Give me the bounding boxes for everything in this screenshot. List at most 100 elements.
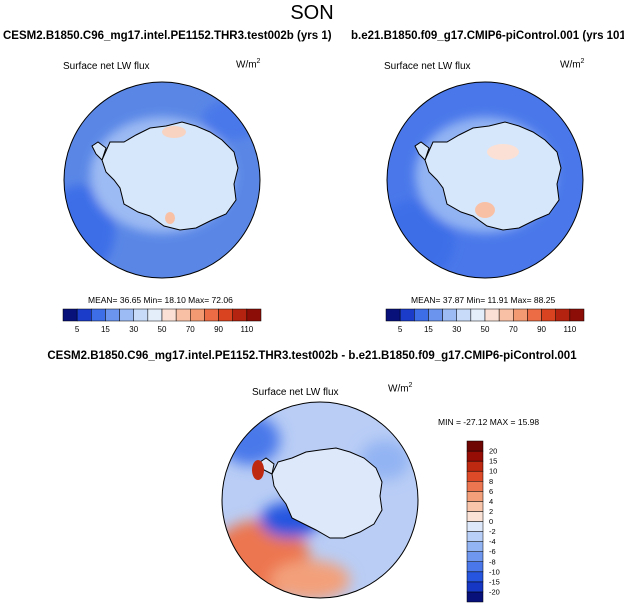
panel1-peninsula	[91, 141, 107, 161]
diff-antarctica-land	[271, 447, 383, 539]
panel1-warm-patch-south	[165, 212, 175, 224]
colorbar-swatch	[428, 308, 443, 322]
colorbar-tick-label: 30	[452, 325, 461, 334]
colorbar-tick-label: 15	[489, 457, 497, 466]
colorbar-tick-label: 20	[489, 447, 497, 456]
colorbar-swatch	[466, 491, 484, 502]
panel1-units-sup: 2	[256, 58, 261, 65]
colorbar-swatch	[232, 308, 248, 322]
diff-units-sup: 2	[408, 382, 413, 389]
diff-hot-spot	[252, 460, 264, 480]
colorbar-tick-label: 50	[481, 325, 490, 334]
colorbar-swatch	[399, 308, 415, 322]
colorbar-swatch	[466, 531, 484, 542]
colorbar-tick-label: 70	[509, 325, 518, 334]
panel1-colorbar: 51530507090110130	[62, 308, 262, 334]
colorbar-tick-label: 110	[240, 325, 253, 334]
diff-pacific-warm-2	[270, 560, 350, 598]
colorbar-tick-label: 2	[489, 507, 493, 516]
colorbar-tick-label: 5	[398, 325, 403, 334]
colorbar-swatch	[466, 440, 484, 452]
panel2-warm-patch-north	[487, 144, 519, 160]
colorbar-tick-label: 90	[214, 325, 223, 334]
colorbar-swatch	[105, 308, 120, 322]
colorbar-swatch	[456, 308, 472, 322]
colorbar-swatch	[204, 308, 219, 322]
colorbar-swatch	[513, 308, 528, 322]
diff-map-border	[221, 401, 419, 599]
colorbar-swatch	[466, 581, 484, 593]
panel1-map-border	[63, 81, 261, 279]
diff-title: CESM2.B1850.C96_mg17.intel.PE1152.THR3.t…	[47, 350, 577, 362]
colorbar-tick-label: 5	[75, 325, 80, 334]
colorbar-tick-label: -20	[489, 587, 500, 596]
colorbar-swatch	[541, 308, 556, 322]
colorbar-tick-label: 8	[489, 477, 493, 486]
colorbar-tick-label: 30	[129, 325, 138, 334]
colorbar-swatch	[527, 308, 542, 322]
panel1-units-text: W/m	[236, 59, 257, 71]
diff-map	[221, 401, 419, 599]
colorbar-swatch	[91, 308, 106, 322]
colorbar-tick-label: 70	[186, 325, 195, 334]
colorbar-swatch	[442, 308, 457, 322]
colorbar-tick-label: -6	[489, 547, 496, 556]
colorbar-tick-label: 15	[101, 325, 110, 334]
colorbar-swatch	[190, 308, 205, 322]
panel2-case-title: b.e21.B1850.f09_g17.CMIP6-piControl.001 …	[351, 30, 624, 42]
colorbar-swatch	[466, 450, 484, 462]
colorbar-tick-label: 90	[537, 325, 546, 334]
colorbar-swatch	[62, 308, 78, 322]
colorbar-swatch	[470, 308, 486, 322]
colorbar-swatch	[119, 308, 134, 322]
colorbar-tick-label: -2	[489, 527, 496, 536]
colorbar-swatch	[414, 308, 429, 322]
colorbar-swatch	[466, 481, 484, 492]
colorbar-tick-label: 0	[489, 517, 493, 526]
colorbar-swatch	[466, 541, 484, 552]
panel1-warm-patch-north	[162, 126, 186, 138]
panel2-units: W/m2	[560, 58, 584, 70]
colorbar-swatch	[466, 561, 484, 573]
colorbar-swatch	[466, 521, 484, 532]
diff-units: W/m2	[388, 382, 412, 394]
colorbar-swatch	[466, 511, 484, 522]
panel2-map	[386, 81, 584, 279]
diff-stats: MIN = -27.12 MAX = 15.98	[438, 417, 540, 427]
panel2-stats: MEAN= 37.87 Min= 11.91 Max= 88.25	[411, 295, 556, 305]
colorbar-swatch	[175, 308, 191, 322]
page-title: SON	[290, 2, 334, 24]
colorbar-swatch	[555, 308, 571, 322]
panel1-var-label: Surface net LW flux	[63, 61, 150, 72]
colorbar-swatch	[385, 308, 401, 322]
diff-weddell-cold	[222, 415, 280, 465]
colorbar-swatch	[466, 591, 484, 603]
colorbar-swatch	[76, 308, 92, 322]
colorbar-swatch	[466, 470, 484, 482]
colorbar-swatch	[218, 308, 233, 322]
panel1-ocean-low-region	[64, 185, 115, 275]
colorbar-swatch	[133, 308, 149, 322]
colorbar-tick-label: 6	[489, 487, 493, 496]
colorbar-tick-label: -15	[489, 577, 500, 586]
panel1-units: W/m2	[236, 58, 260, 70]
colorbar-tick-label: -10	[489, 567, 500, 576]
panel2-units-text: W/m	[560, 59, 581, 71]
colorbar-swatch	[569, 308, 585, 322]
panel1-case-title: CESM2.B1850.C96_mg17.intel.PE1152.THR3.t…	[3, 30, 332, 42]
panel2-antarctica-land	[424, 121, 562, 231]
panel2-var-label: Surface net LW flux	[384, 61, 471, 72]
colorbar-tick-label: 110	[563, 325, 576, 334]
colorbar-swatch	[466, 460, 484, 472]
colorbar-swatch	[466, 501, 484, 512]
colorbar-tick-label: 10	[489, 467, 497, 476]
colorbar-swatch	[466, 571, 484, 583]
diff-var-label: Surface net LW flux	[252, 387, 339, 398]
panel2-colorbar: 51530507090110130	[385, 308, 585, 334]
colorbar-swatch	[147, 308, 163, 322]
colorbar-swatch	[246, 308, 262, 322]
colorbar-tick-label: 15	[424, 325, 433, 334]
diff-units-text: W/m	[388, 383, 409, 395]
colorbar-tick-label: -4	[489, 537, 496, 546]
